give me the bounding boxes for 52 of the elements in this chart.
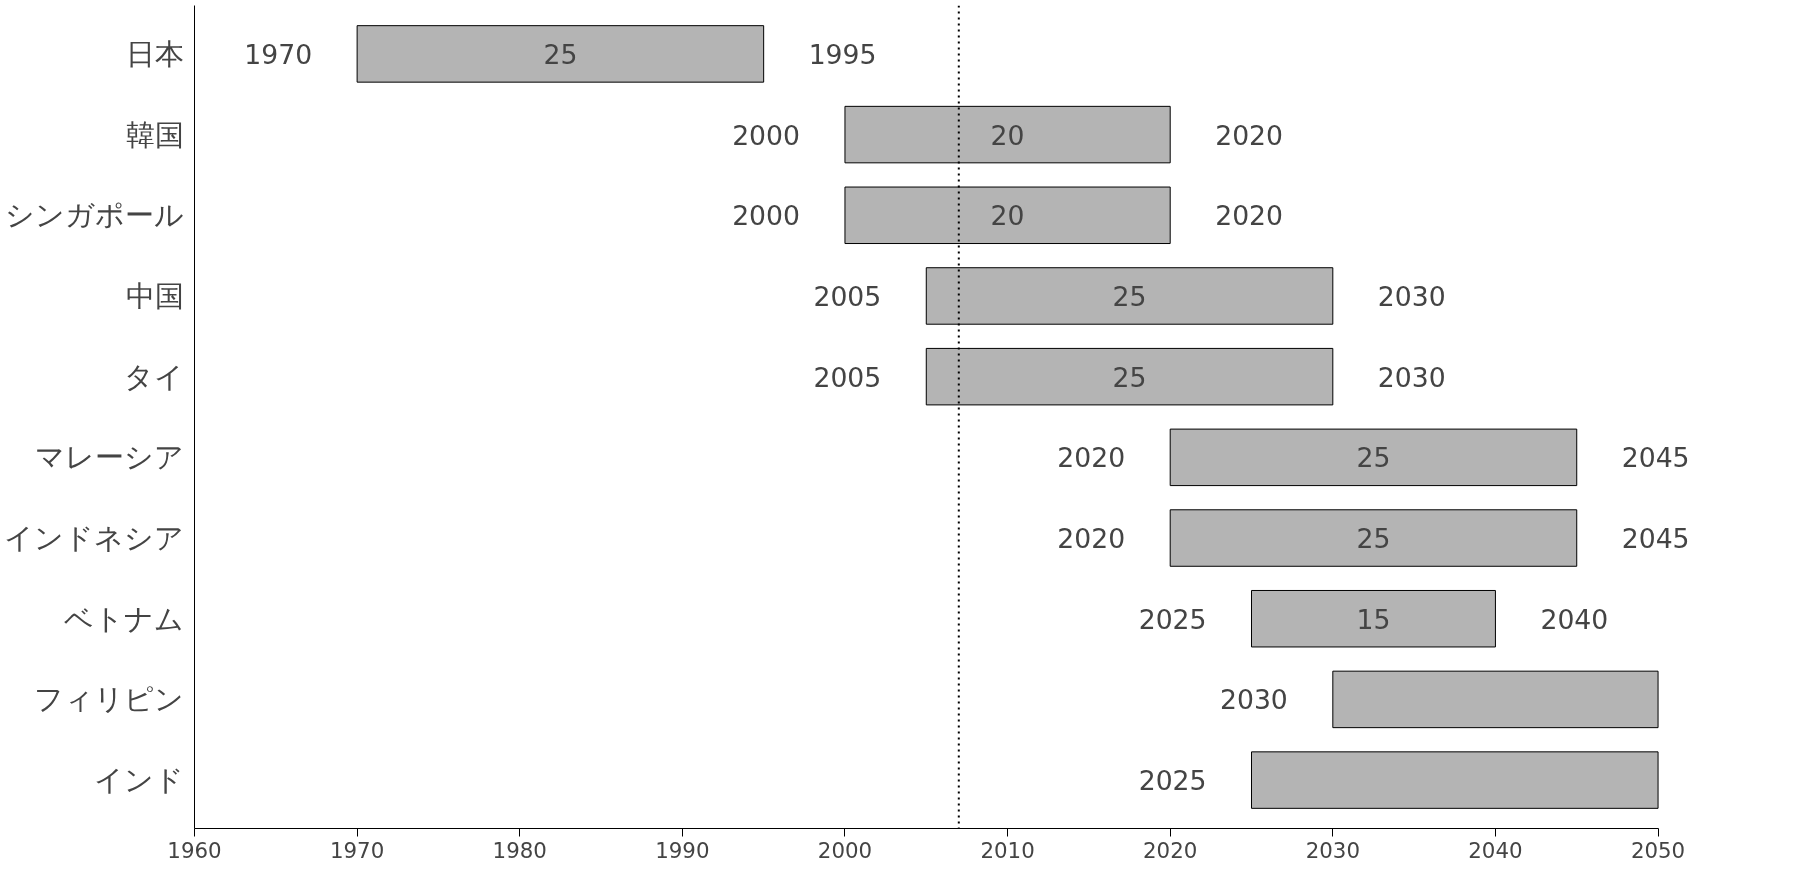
annotation: 1970 xyxy=(244,38,313,70)
annotation: 2020 xyxy=(1215,119,1284,151)
bar xyxy=(356,25,765,83)
x-tick-label: 2000 xyxy=(817,837,873,863)
y-tick-label: マレーシア xyxy=(34,440,184,475)
x-tick-label: 1980 xyxy=(492,837,547,863)
data-label: 25 xyxy=(1356,442,1391,474)
annotation: 2005 xyxy=(813,280,882,312)
annotation: 2030 xyxy=(1377,280,1446,312)
bar xyxy=(1332,670,1659,729)
annotation: 2030 xyxy=(1377,361,1446,393)
x-tick-label: 2020 xyxy=(1143,837,1198,863)
y-tick-label: ベトナム xyxy=(63,601,184,636)
data-label: 20 xyxy=(990,200,1025,232)
data-label: 25 xyxy=(1112,280,1147,312)
annotation: 2045 xyxy=(1621,523,1690,555)
y-tick-label: インドネシア xyxy=(3,521,184,556)
annotation: 2020 xyxy=(1215,200,1284,232)
data-label: 25 xyxy=(1356,523,1391,555)
annotation: 2025 xyxy=(1138,603,1207,635)
y-tick-label: 韓国 xyxy=(125,117,184,152)
data-label: 25 xyxy=(1112,361,1147,393)
x-tick-label: 1960 xyxy=(167,837,222,863)
data-label: 15 xyxy=(1356,603,1391,635)
bar xyxy=(1169,428,1578,487)
annotation: 1995 xyxy=(808,38,877,70)
data-label: 25 xyxy=(543,38,578,70)
annotation: 2025 xyxy=(1138,765,1207,797)
x-tick-label: 1990 xyxy=(655,837,710,863)
y-tick-label: インド xyxy=(93,763,184,798)
annotation: 2000 xyxy=(732,119,800,151)
annotation: 2005 xyxy=(813,361,882,393)
y-tick-label: タイ xyxy=(123,359,184,394)
x-tick-label: 2050 xyxy=(1630,837,1686,863)
annotation: 2045 xyxy=(1621,442,1690,474)
annotation: 2000 xyxy=(732,200,800,232)
x-tick-label: 1970 xyxy=(329,837,385,863)
x-tick-label: 2040 xyxy=(1468,837,1523,863)
bar xyxy=(1169,509,1578,567)
x-tick-label: 2030 xyxy=(1305,837,1360,863)
y-tick-label: シンガポール xyxy=(4,198,184,233)
bar xyxy=(1251,589,1496,648)
bar xyxy=(1251,751,1659,809)
y-tick-label: 中国 xyxy=(125,278,184,313)
annotation: 2030 xyxy=(1219,684,1288,716)
annotation: 2020 xyxy=(1057,523,1126,555)
y-tick-label: 日本 xyxy=(125,36,184,71)
annotation: 2020 xyxy=(1057,442,1126,474)
x-tick-label: 2010 xyxy=(980,837,1035,863)
annotation: 2040 xyxy=(1540,603,1609,635)
data-label: 20 xyxy=(990,119,1025,151)
y-tick-label: フィリピン xyxy=(33,682,184,717)
